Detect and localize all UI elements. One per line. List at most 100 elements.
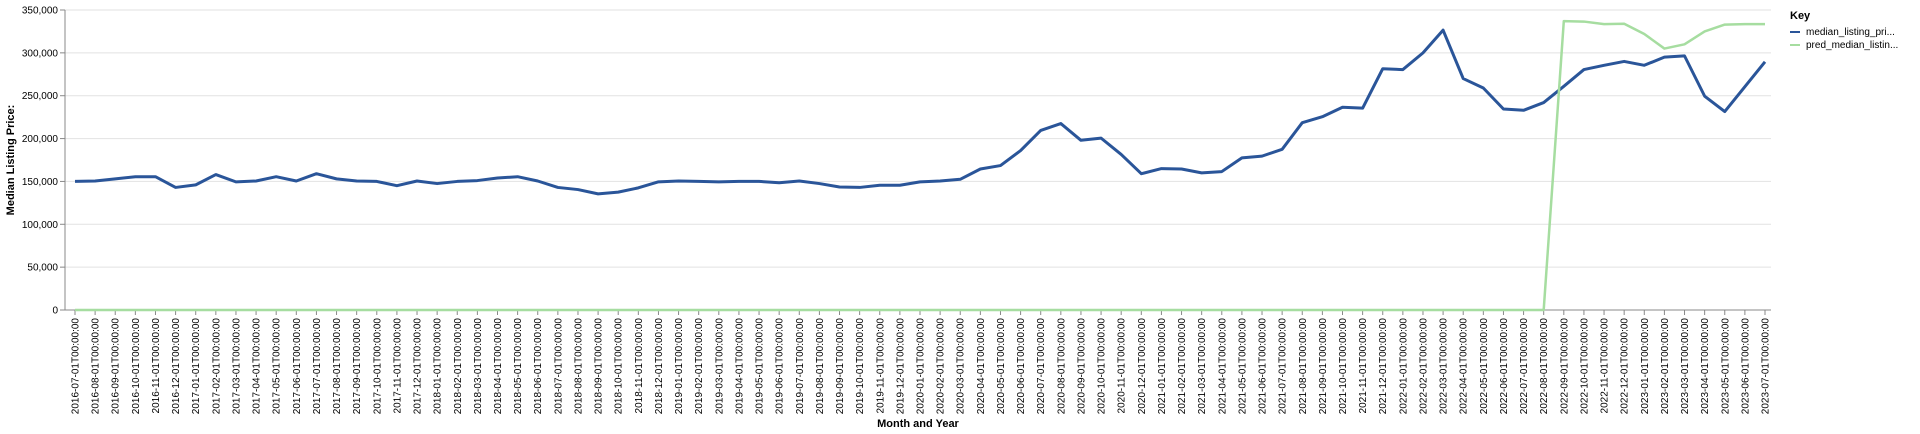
y-tick-label: 300,000	[22, 48, 59, 59]
x-tick-label: 2021-02-01T00:00:00	[1177, 318, 1188, 415]
x-tick-label: 2019-07-01T00:00:00	[795, 318, 806, 415]
y-tick-label: 50,000	[27, 263, 58, 274]
x-tick-label: 2017-09-01T00:00:00	[352, 318, 363, 415]
x-tick-label: 2021-09-01T00:00:00	[1318, 318, 1329, 415]
axes	[64, 10, 1771, 311]
x-tick-label: 2020-03-01T00:00:00	[956, 318, 967, 415]
x-tick-label: 2019-10-01T00:00:00	[855, 318, 866, 415]
x-tick-label: 2022-08-01T00:00:00	[1539, 318, 1550, 415]
x-tick-label: 2018-07-01T00:00:00	[553, 318, 564, 415]
x-tick-label: 2017-10-01T00:00:00	[372, 318, 383, 415]
x-tick-label: 2016-07-01T00:00:00	[71, 318, 82, 415]
x-tick-label: 2020-06-01T00:00:00	[1016, 318, 1027, 415]
x-tick-label: 2022-01-01T00:00:00	[1398, 318, 1409, 415]
y-tick-label: 100,000	[22, 220, 59, 231]
series-layer	[74, 19, 1767, 312]
x-tick-label: 2020-10-01T00:00:00	[1097, 318, 1108, 415]
x-tick-label: 2018-04-01T00:00:00	[493, 318, 504, 415]
x-tick-label: 2022-04-01T00:00:00	[1459, 318, 1470, 415]
y-tick-label: 0	[52, 306, 58, 317]
x-tick-label: 2020-04-01T00:00:00	[976, 318, 987, 415]
x-tick-label: 2020-08-01T00:00:00	[1056, 318, 1067, 415]
x-tick-label: 2019-11-01T00:00:00	[875, 318, 886, 414]
x-tick-label: 2022-06-01T00:00:00	[1499, 318, 1510, 415]
legend-label-pred: pred_median_listin...	[1806, 40, 1898, 51]
x-tick-label: 2020-11-01T00:00:00	[1117, 318, 1128, 414]
x-tick-label: 2019-02-01T00:00:00	[694, 318, 705, 415]
x-tick-label: 2020-01-01T00:00:00	[916, 318, 927, 415]
x-axis-ticks: 2016-07-01T00:00:00 2016-08-01T00:00:00 20…	[71, 310, 1772, 414]
x-tick-label: 2018-01-01T00:00:00	[433, 318, 444, 415]
legend-label-median: median_listing_pri...	[1806, 27, 1895, 38]
x-tick-label: 2021-07-01T00:00:00	[1278, 318, 1289, 415]
x-tick-label: 2019-12-01T00:00:00	[895, 318, 906, 415]
x-tick-label: 2017-11-01T00:00:00	[392, 318, 403, 414]
x-tick-label: 2021-04-01T00:00:00	[1217, 318, 1228, 415]
x-tick-label: 2017-02-01T00:00:00	[211, 318, 222, 415]
x-tick-label: 2017-05-01T00:00:00	[272, 318, 283, 415]
x-tick-label: 2020-09-01T00:00:00	[1076, 318, 1087, 415]
x-tick-label: 2019-09-01T00:00:00	[835, 318, 846, 415]
x-tick-label: 2018-09-01T00:00:00	[594, 318, 605, 415]
legend-item-pred[interactable]: pred_median_listin...	[1790, 40, 1898, 51]
x-tick-label: 2022-09-01T00:00:00	[1559, 318, 1570, 415]
x-tick-label: 2018-03-01T00:00:00	[473, 318, 484, 415]
x-tick-label: 2017-12-01T00:00:00	[413, 318, 424, 415]
x-tick-label: 2018-12-01T00:00:00	[654, 318, 665, 415]
y-tick-label: 200,000	[22, 134, 59, 145]
x-tick-label: 2021-12-01T00:00:00	[1378, 318, 1389, 415]
x-tick-label: 2022-07-01T00:00:00	[1519, 318, 1530, 415]
y-tick-label: 350,000	[22, 6, 59, 17]
x-tick-label: 2017-04-01T00:00:00	[252, 318, 263, 415]
y-tick-label: 250,000	[22, 91, 59, 102]
x-tick-label: 2018-10-01T00:00:00	[614, 318, 625, 415]
x-tick-label: 2021-01-01T00:00:00	[1157, 318, 1168, 415]
x-tick-label: 2017-03-01T00:00:00	[231, 318, 242, 415]
legend-item-median[interactable]: median_listing_pri...	[1790, 27, 1895, 38]
x-tick-label: 2019-05-01T00:00:00	[755, 318, 766, 415]
x-tick-label: 2022-03-01T00:00:00	[1439, 318, 1450, 415]
x-tick-label: 2023-01-01T00:00:00	[1640, 318, 1651, 415]
x-tick-label: 2018-11-01T00:00:00	[634, 318, 645, 414]
x-tick-label: 2017-08-01T00:00:00	[332, 318, 343, 415]
x-tick-label: 2020-05-01T00:00:00	[996, 318, 1007, 415]
x-tick-label: 2016-09-01T00:00:00	[111, 318, 122, 415]
x-tick-label: 2017-07-01T00:00:00	[312, 318, 323, 415]
x-tick-label: 2022-12-01T00:00:00	[1620, 318, 1631, 415]
x-tick-label: 2021-11-01T00:00:00	[1358, 318, 1369, 414]
x-tick-label: 2023-06-01T00:00:00	[1740, 318, 1751, 415]
x-tick-label: 2018-08-01T00:00:00	[573, 318, 584, 415]
x-tick-label: 2022-11-01T00:00:00	[1600, 318, 1611, 414]
x-tick-label: 2021-06-01T00:00:00	[1258, 318, 1269, 415]
series-line-pred[interactable]	[75, 19, 1765, 312]
legend: Key median_listing_pri... pred_median_li…	[1790, 10, 1898, 51]
x-axis-title: Month and Year	[877, 418, 959, 430]
grid-lines	[65, 9, 1771, 311]
x-tick-label: 2016-08-01T00:00:00	[91, 318, 102, 415]
x-tick-label: 2016-10-01T00:00:00	[131, 318, 142, 415]
x-tick-label: 2022-02-01T00:00:00	[1418, 318, 1429, 415]
x-tick-label: 2022-10-01T00:00:00	[1579, 318, 1590, 415]
x-tick-label: 2021-10-01T00:00:00	[1338, 318, 1349, 415]
x-tick-label: 2017-01-01T00:00:00	[191, 318, 202, 415]
x-tick-label: 2021-08-01T00:00:00	[1298, 318, 1309, 415]
y-axis-ticks: 0 50,000 100,000 150,000 200,000 250,000 300,0…	[22, 6, 65, 317]
x-tick-label: 2023-05-01T00:00:00	[1720, 318, 1731, 415]
x-tick-label: 2020-02-01T00:00:00	[936, 318, 947, 415]
x-tick-label: 2019-08-01T00:00:00	[815, 318, 826, 415]
x-tick-label: 2021-05-01T00:00:00	[1237, 318, 1248, 415]
y-tick-label: 150,000	[22, 177, 59, 188]
x-tick-label: 2023-04-01T00:00:00	[1700, 318, 1711, 415]
x-tick-label: 2019-03-01T00:00:00	[714, 318, 725, 415]
x-tick-label: 2019-01-01T00:00:00	[674, 318, 685, 415]
x-tick-label: 2018-02-01T00:00:00	[453, 318, 464, 415]
series-line-median[interactable]	[74, 28, 1767, 196]
x-tick-label: 2018-05-01T00:00:00	[513, 318, 524, 415]
x-tick-label: 2016-11-01T00:00:00	[151, 318, 162, 414]
x-tick-label: 2019-04-01T00:00:00	[734, 318, 745, 415]
x-tick-label: 2016-12-01T00:00:00	[171, 318, 182, 415]
x-tick-label: 2018-06-01T00:00:00	[533, 318, 544, 415]
x-tick-label: 2020-07-01T00:00:00	[1036, 318, 1047, 415]
legend-title: Key	[1790, 10, 1811, 22]
